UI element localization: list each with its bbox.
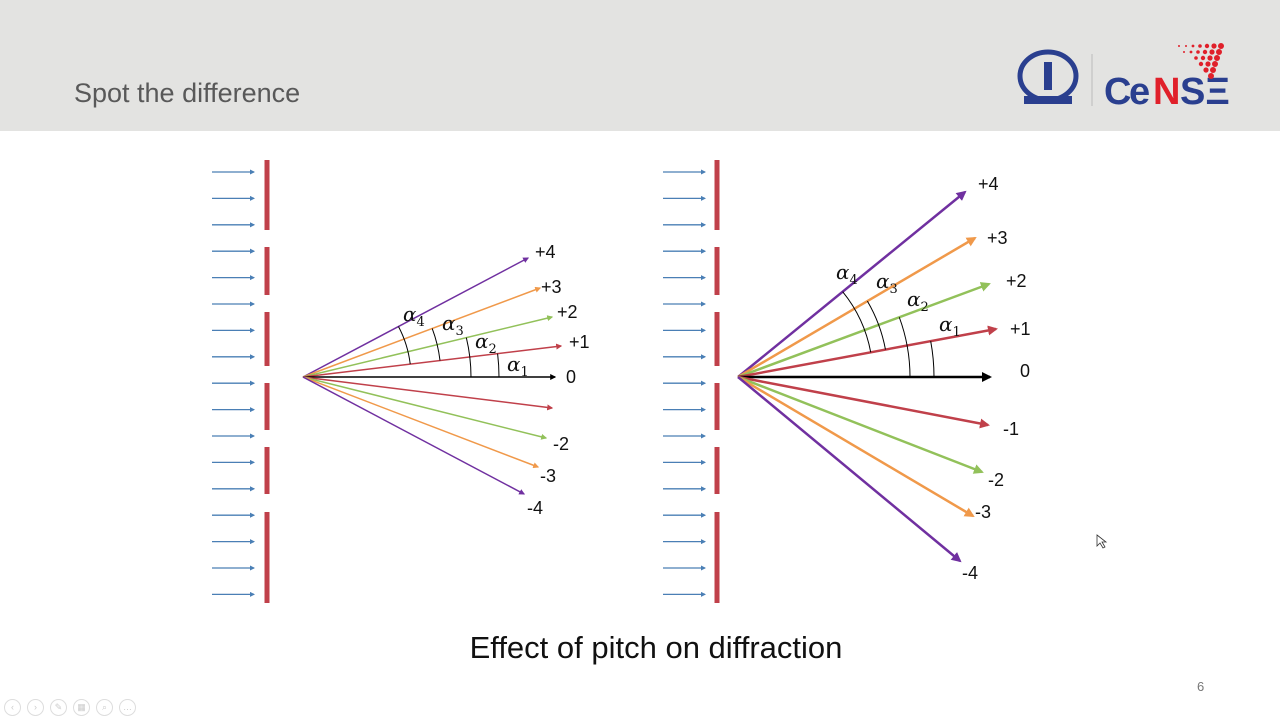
order-label: +1: [569, 332, 590, 352]
logo-dot: [1189, 50, 1193, 54]
logo-dot: [1203, 67, 1209, 73]
more-options-icon[interactable]: …: [119, 699, 136, 716]
order-label: -4: [962, 563, 978, 583]
angle-label: α4: [836, 260, 858, 288]
pen-icon[interactable]: ✎: [50, 699, 67, 716]
logo-dot: [1194, 56, 1198, 60]
angle-arc: [930, 341, 935, 378]
order-label: 0: [566, 367, 576, 387]
svg-text:C: C: [1104, 71, 1131, 110]
angle-label: α2: [475, 329, 497, 357]
angle-label: α4: [403, 302, 425, 330]
angle-arc: [497, 353, 500, 378]
slideshow-controls: ‹ › ✎ ▦ ⌕ …: [4, 699, 136, 716]
order-label: +1: [1010, 319, 1031, 339]
logo-dot: [1200, 55, 1206, 61]
order-label: -4: [527, 498, 543, 518]
mouse-cursor-icon: [1096, 534, 1108, 549]
diffraction-order-4-ray: [302, 257, 530, 378]
iisc-cense-logo: C e N SΞ: [1017, 43, 1230, 113]
logo-dot: [1202, 49, 1208, 55]
angle-arc: [866, 300, 886, 350]
logo-dot: [1198, 44, 1202, 48]
order-label: -3: [975, 502, 991, 522]
angle-arc: [398, 326, 411, 365]
logo-dot: [1185, 45, 1187, 47]
angle-label: α1: [507, 352, 529, 380]
order-label: +4: [978, 174, 999, 194]
zoom-icon[interactable]: ⌕: [96, 699, 113, 716]
angle-arc: [431, 328, 441, 361]
slide-header: [0, 0, 1280, 131]
logo-dot: [1204, 43, 1210, 49]
diffraction-order--3-ray: [737, 375, 975, 518]
diffraction-order-3-ray: [302, 286, 542, 378]
logo-dot: [1208, 73, 1214, 79]
angle-label: α3: [442, 311, 464, 339]
diffraction-order-1-ray: [302, 343, 563, 378]
logo-dot: [1183, 51, 1185, 53]
order-label: +2: [557, 302, 578, 322]
slides-grid-icon[interactable]: ▦: [73, 699, 90, 716]
diffraction-order-1-ray: [737, 325, 998, 379]
previous-slide-icon[interactable]: ‹: [4, 699, 21, 716]
logo-dot: [1207, 55, 1213, 61]
logo-dot: [1198, 61, 1204, 67]
logo-dot: [1218, 43, 1224, 49]
diffraction-order--3-ray: [302, 376, 540, 469]
page-number: 6: [1197, 679, 1205, 694]
logo-dot: [1214, 55, 1220, 61]
diffraction-order--2-ray: [302, 376, 548, 440]
diffraction-order-2-ray: [302, 315, 554, 378]
next-slide-icon[interactable]: ›: [27, 699, 44, 716]
logo-dot: [1191, 44, 1195, 48]
angle-label: α1: [939, 312, 961, 340]
logo-dot: [1205, 61, 1211, 67]
order-label: 0: [1020, 361, 1030, 381]
order-label: +2: [1006, 271, 1027, 291]
diffraction-order--2-ray: [737, 375, 984, 474]
logo-dot: [1216, 49, 1222, 55]
diffraction-order--4-ray: [737, 376, 962, 563]
order-label: +4: [535, 242, 556, 262]
diffraction-order-3-ray: [737, 236, 977, 379]
svg-text:e: e: [1129, 71, 1150, 110]
slide-title: Spot the difference: [74, 78, 301, 108]
angle-arc: [898, 317, 911, 378]
order-label: -2: [553, 434, 569, 454]
order-label: +3: [987, 228, 1008, 248]
angle-label: α3: [876, 269, 898, 297]
logo-dot: [1209, 49, 1215, 55]
angle-arc: [842, 291, 872, 353]
diffraction-order-2-ray: [737, 282, 991, 379]
logo-dot: [1178, 45, 1180, 47]
order-label: -2: [988, 470, 1004, 490]
diffraction-order-4-ray: [737, 190, 967, 378]
svg-text:SΞ: SΞ: [1180, 71, 1230, 110]
logo-dot: [1211, 43, 1217, 49]
order-label: +3: [541, 277, 562, 297]
logo-dot: [1212, 61, 1218, 67]
diffraction-order--4-ray: [302, 376, 526, 495]
order-label: -1: [1003, 419, 1019, 439]
angle-arc: [465, 337, 472, 378]
angle-label: α2: [907, 287, 929, 315]
logo-dot: [1196, 50, 1200, 54]
institute-logos: C e N SΞ: [1016, 40, 1231, 115]
slide-caption: Effect of pitch on diffraction: [469, 630, 843, 665]
iisc-emblem-icon: [1017, 49, 1079, 104]
order-label: -3: [540, 466, 556, 486]
svg-text:N: N: [1153, 71, 1180, 110]
logo-dot: [1210, 67, 1216, 73]
diffraction-order--1-ray: [737, 375, 990, 429]
diffraction-order--1-ray: [302, 376, 554, 411]
